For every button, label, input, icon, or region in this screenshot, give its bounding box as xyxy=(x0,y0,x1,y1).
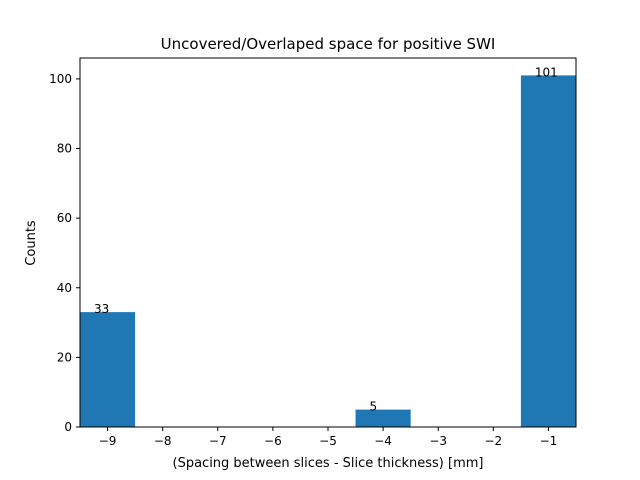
y-tick-label: 100 xyxy=(49,72,72,86)
x-axis-ticks: −9 −8 −7 −6 −5 −4 −3 −2 −1 xyxy=(99,427,558,448)
x-tick-label: −1 xyxy=(540,434,558,448)
x-tick-label: −7 xyxy=(209,434,227,448)
bar-data-label: 101 xyxy=(535,65,558,79)
y-tick-label: 0 xyxy=(64,420,72,434)
y-tick-label: 20 xyxy=(57,350,72,364)
y-tick-label: 60 xyxy=(57,211,72,225)
x-tick-label: −2 xyxy=(484,434,502,448)
y-tick-label: 80 xyxy=(57,142,72,156)
bar-data-label: 5 xyxy=(370,400,378,414)
x-tick-label: −8 xyxy=(154,434,172,448)
x-tick-label: −9 xyxy=(99,434,117,448)
x-tick-label: −4 xyxy=(374,434,392,448)
bar-data-label: 33 xyxy=(94,302,109,316)
x-tick-label: −6 xyxy=(264,434,282,448)
plot-frame xyxy=(79,57,577,428)
bar xyxy=(80,312,136,427)
x-tick-label: −5 xyxy=(319,434,337,448)
y-axis-ticks: 0 20 40 60 80 100 xyxy=(49,72,80,434)
bar xyxy=(355,409,411,427)
y-tick-label: 40 xyxy=(57,281,72,295)
x-axis-label: (Spacing between slices - Slice thicknes… xyxy=(173,456,484,471)
y-axis-label: Counts xyxy=(24,220,39,266)
bars-group xyxy=(80,75,576,427)
data-labels-group: 33 5 101 xyxy=(94,65,558,413)
chart-title: Uncovered/Overlaped space for positive S… xyxy=(161,35,496,53)
x-tick-label: −3 xyxy=(429,434,447,448)
bar xyxy=(520,75,576,427)
